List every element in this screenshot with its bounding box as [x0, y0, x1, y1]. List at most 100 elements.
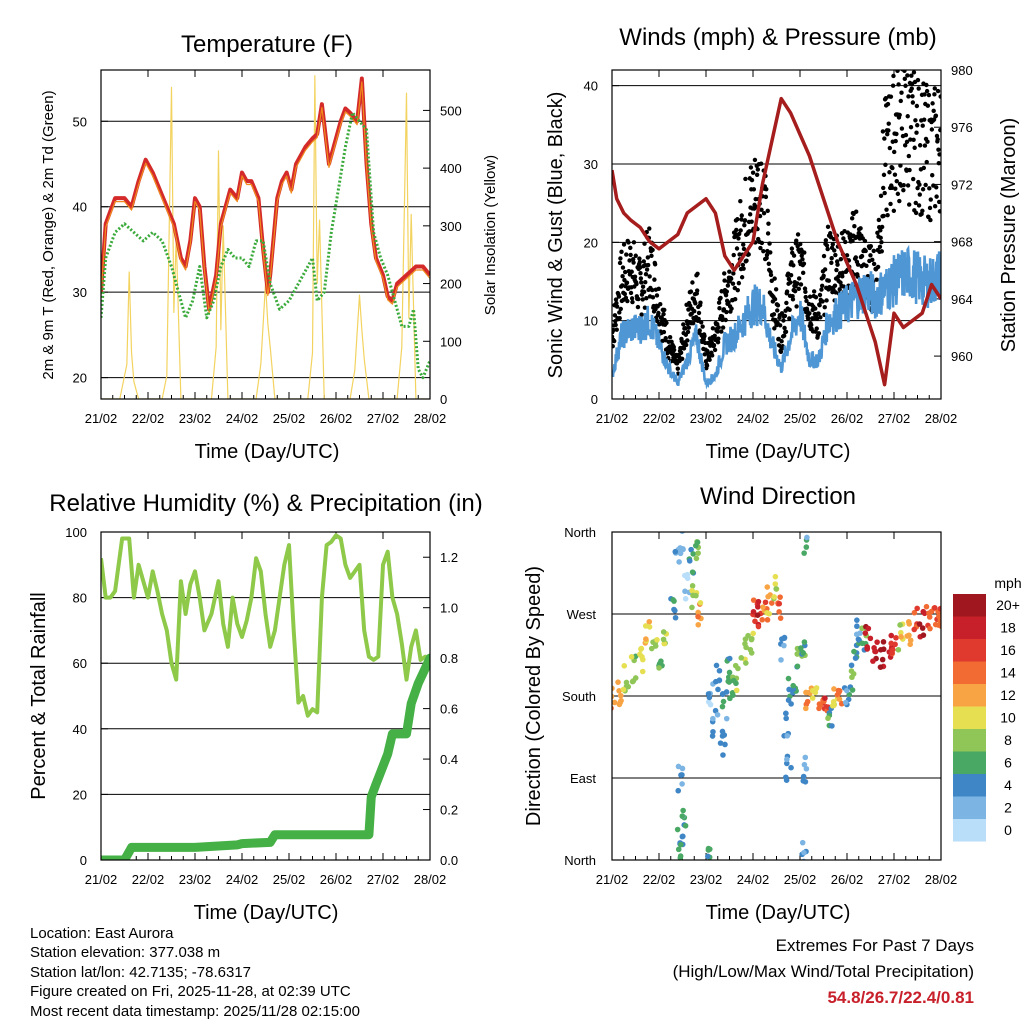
direction-point [738, 655, 745, 661]
gust-point [891, 208, 897, 213]
gust-point [853, 209, 859, 214]
gust-point [628, 245, 633, 251]
y-tick-label: 100 [65, 525, 87, 540]
gust-point [622, 291, 627, 297]
direction-point [703, 860, 709, 866]
gust-point [822, 267, 828, 272]
direction-point [675, 846, 682, 853]
gust-point [902, 76, 908, 82]
direction-point [914, 605, 920, 612]
gust-point [807, 294, 813, 299]
x-tick-label: 21/02 [85, 411, 118, 426]
gust-point [837, 287, 842, 292]
x-tick-label: 21/02 [596, 872, 629, 887]
gust-point [790, 297, 796, 302]
direction-point [722, 741, 728, 748]
direction-point [716, 667, 723, 674]
gust-point [781, 333, 787, 338]
y-tick-label: East [570, 771, 596, 786]
gust-point [813, 295, 819, 300]
gust-point [782, 313, 788, 319]
direction-point [745, 632, 751, 639]
x-tick-label: 27/02 [367, 411, 400, 426]
gust-point [772, 326, 777, 331]
gust-point [775, 308, 780, 313]
gust-point [620, 273, 625, 279]
direction-point [689, 569, 696, 575]
gust-point [922, 143, 928, 148]
winds-title: Winds (mph) & Pressure (mb) [619, 24, 936, 51]
recent-text: Most recent data timestamp: 2025/11/28 0… [30, 1002, 360, 1020]
gust-point [729, 306, 734, 311]
direction-point [801, 550, 807, 556]
gust-point [818, 315, 823, 320]
gust-point [885, 212, 890, 218]
gust-point [613, 297, 619, 302]
gust-point [817, 292, 823, 298]
gust-point [711, 343, 717, 348]
y-tick-label: North [564, 525, 596, 540]
direction-point [612, 705, 614, 711]
gust-point [617, 310, 622, 315]
gust-point [715, 322, 720, 327]
direction-point [784, 732, 791, 739]
legend-title: mph [994, 575, 1021, 591]
winds-ylabel: Sonic Wind & Gust (Blue, Black) [545, 92, 567, 379]
direction-point [695, 613, 701, 620]
gust-point [935, 88, 941, 94]
direction-point [776, 600, 783, 607]
gust-point [917, 143, 923, 148]
gust-point [825, 224, 831, 229]
x-tick-label: 26/02 [831, 411, 864, 426]
direction-point [836, 696, 843, 703]
legend-swatch [953, 774, 986, 797]
gust-point [904, 139, 910, 145]
gust-point [897, 198, 902, 204]
gust-point [901, 183, 906, 188]
direction-point [800, 863, 806, 869]
direction-point [646, 618, 653, 625]
gust-point [870, 257, 875, 263]
gust-point [804, 298, 809, 304]
direction-point [710, 728, 716, 735]
gust-point [752, 157, 758, 163]
gust-point [887, 145, 893, 151]
winds-panel: Winds (mph) & Pressure (mb) Time (Day/UT… [545, 24, 1020, 463]
direction-point [785, 675, 792, 682]
direction-point [889, 646, 896, 653]
gust-point [659, 315, 664, 320]
gust-point [906, 153, 912, 159]
gust-point [934, 194, 939, 199]
gust-point [832, 248, 837, 253]
legend-swatch [953, 684, 986, 707]
direction-point [781, 642, 787, 649]
gust-point [852, 224, 857, 229]
gust-point [850, 238, 855, 244]
gust-point [821, 273, 826, 278]
direction-point [771, 594, 778, 600]
gust-point [932, 92, 937, 97]
series-9m-t [101, 81, 430, 314]
gust-point [902, 61, 906, 65]
direction-point [733, 687, 740, 694]
direction-point [695, 621, 702, 628]
gust-point [895, 191, 901, 197]
gust-point [624, 252, 629, 257]
gust-point [883, 162, 888, 167]
gust-point [738, 199, 743, 204]
gust-point [761, 210, 767, 216]
gust-point [881, 213, 886, 219]
legend-swatch [953, 639, 986, 662]
gust-point [876, 217, 882, 223]
gust-point [635, 304, 641, 310]
direction-point [927, 625, 933, 632]
gust-point [889, 185, 895, 191]
gust-point [915, 123, 920, 128]
gust-point [740, 262, 746, 268]
temperature-ylabel: 2m & 9m T (Red, Orange) & 2m Td (Green) [40, 90, 57, 379]
direction-point [920, 632, 927, 638]
gust-point [849, 216, 855, 221]
gust-point [882, 136, 887, 141]
gust-point [634, 281, 639, 287]
gust-point [816, 331, 822, 336]
